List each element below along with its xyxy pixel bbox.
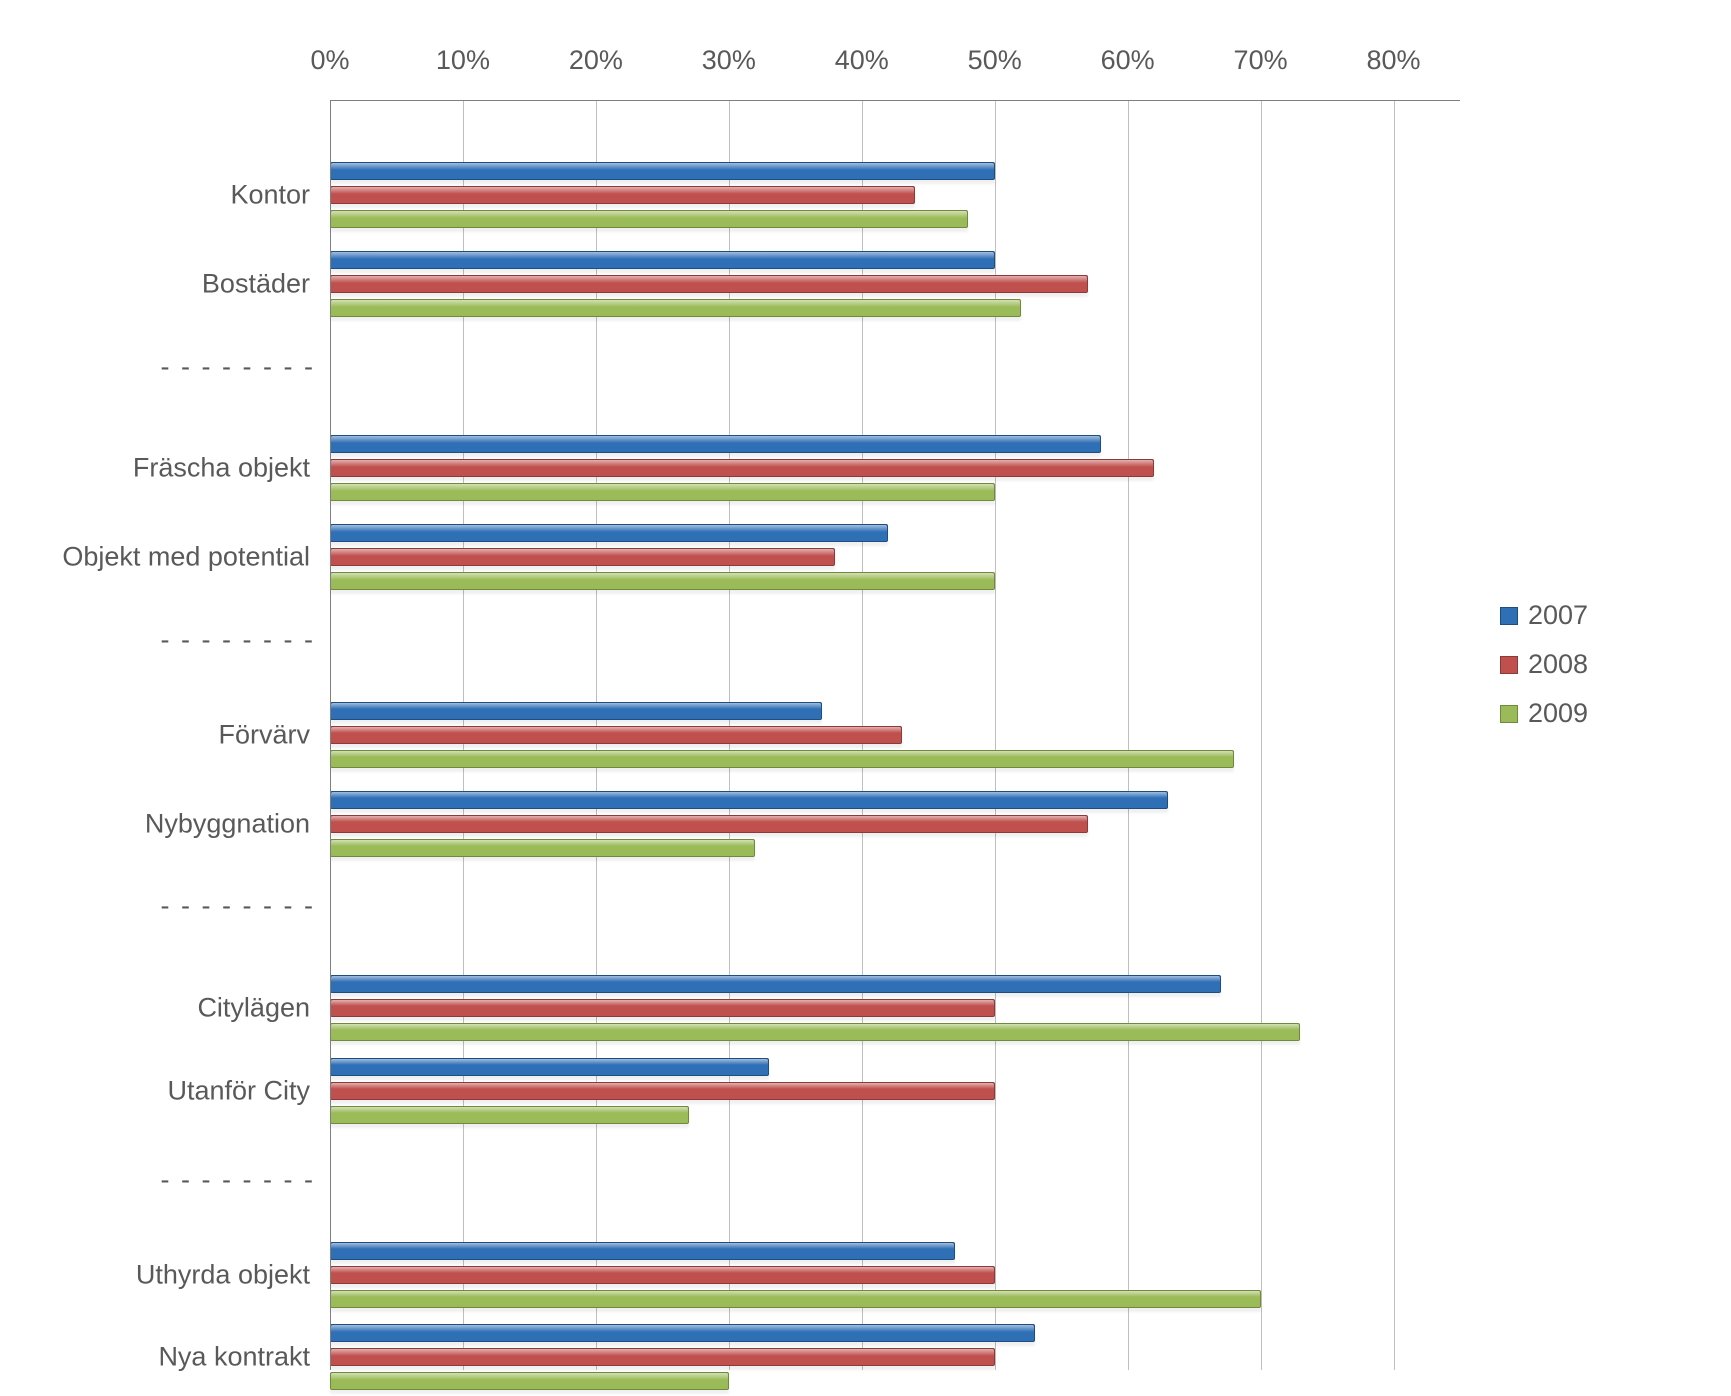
- bar-2008: [330, 999, 995, 1017]
- category-label: Objekt med potential: [0, 542, 310, 573]
- legend-item: 2008: [1500, 649, 1588, 680]
- group-separator: - - - - - - - -: [105, 891, 315, 922]
- bar-2007: [330, 1324, 1035, 1342]
- bar-2008: [330, 186, 915, 204]
- plot-area: [330, 100, 1460, 1370]
- x-tick-label: 30%: [702, 45, 756, 76]
- category-label: Förvärv: [0, 720, 310, 751]
- legend-label: 2007: [1528, 600, 1588, 631]
- category-label: Nybyggnation: [0, 808, 310, 839]
- x-tick-label: 40%: [835, 45, 889, 76]
- bar-2009: [330, 1023, 1300, 1041]
- bar-2008: [330, 548, 835, 566]
- category-label: Utanför City: [0, 1075, 310, 1106]
- bar-2007: [330, 791, 1168, 809]
- bar-2009: [330, 1372, 729, 1390]
- bar-2008: [330, 726, 902, 744]
- bar-2007: [330, 975, 1221, 993]
- category-label: Bostäder: [0, 269, 310, 300]
- x-tick-label: 10%: [436, 45, 490, 76]
- x-tick-label: 50%: [968, 45, 1022, 76]
- bar-2009: [330, 750, 1234, 768]
- legend-swatch: [1500, 705, 1518, 723]
- bar-2007: [330, 702, 822, 720]
- gridline: [1128, 100, 1129, 1370]
- legend-label: 2009: [1528, 698, 1588, 729]
- legend-item: 2007: [1500, 600, 1588, 631]
- gridline: [1261, 100, 1262, 1370]
- bar-2008: [330, 459, 1154, 477]
- category-label: Uthyrda objekt: [0, 1259, 310, 1290]
- x-tick-label: 0%: [310, 45, 349, 76]
- category-label: Nya kontrakt: [0, 1342, 310, 1373]
- legend-label: 2008: [1528, 649, 1588, 680]
- bar-2008: [330, 815, 1088, 833]
- bar-2007: [330, 1058, 769, 1076]
- group-separator: - - - - - - - -: [105, 624, 315, 655]
- category-label: Kontor: [0, 180, 310, 211]
- x-tick-label: 20%: [569, 45, 623, 76]
- legend: 2007 2008 2009: [1500, 600, 1588, 747]
- legend-item: 2009: [1500, 698, 1588, 729]
- bar-2009: [330, 1106, 689, 1124]
- x-axis-line: [330, 100, 1460, 101]
- bar-2008: [330, 1082, 995, 1100]
- group-separator: - - - - - - - -: [105, 351, 315, 382]
- category-label: Fräscha objekt: [0, 453, 310, 484]
- bar-2007: [330, 251, 995, 269]
- category-label: Citylägen: [0, 993, 310, 1024]
- y-axis-line: [330, 100, 331, 1370]
- x-tick-label: 70%: [1234, 45, 1288, 76]
- bar-2008: [330, 275, 1088, 293]
- group-separator: - - - - - - - -: [105, 1164, 315, 1195]
- bar-2007: [330, 524, 888, 542]
- bar-2008: [330, 1266, 995, 1284]
- legend-swatch: [1500, 656, 1518, 674]
- bar-2007: [330, 435, 1101, 453]
- bar-2008: [330, 1348, 995, 1366]
- gridline: [1394, 100, 1395, 1370]
- bar-2009: [330, 299, 1021, 317]
- legend-swatch: [1500, 607, 1518, 625]
- horizontal-grouped-bar-chart: 0% 10% 20% 30% 40% 50% 60% 70% 80% Kontor Bostäde…: [0, 0, 1731, 1396]
- bar-2009: [330, 483, 995, 501]
- bar-2009: [330, 572, 995, 590]
- x-tick-label: 80%: [1366, 45, 1420, 76]
- bar-2007: [330, 162, 995, 180]
- bar-2009: [330, 210, 968, 228]
- x-tick-label: 60%: [1101, 45, 1155, 76]
- bar-2009: [330, 839, 755, 857]
- bar-2009: [330, 1290, 1261, 1308]
- bar-2007: [330, 1242, 955, 1260]
